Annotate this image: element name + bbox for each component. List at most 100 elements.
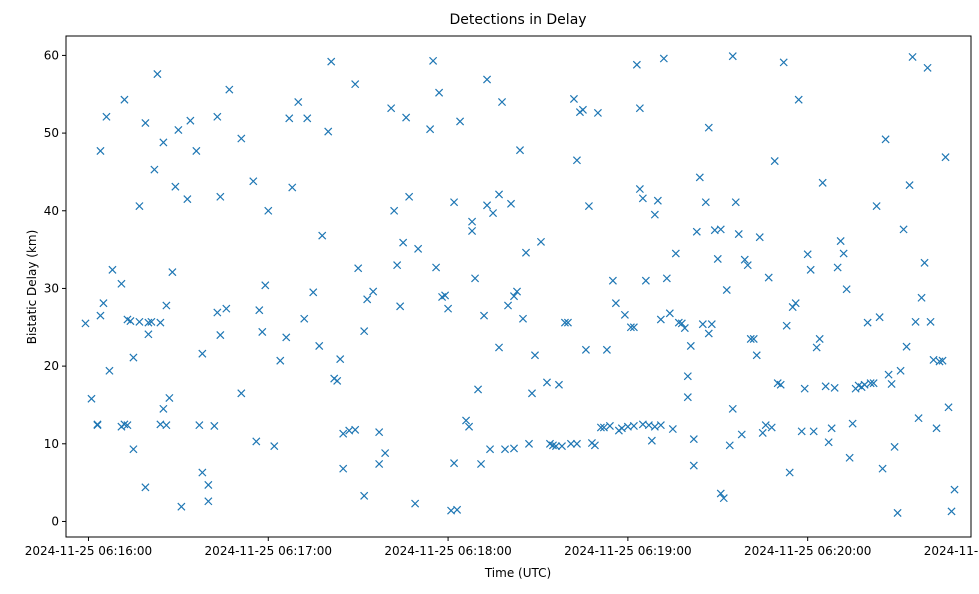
data-point (360, 491, 369, 500)
data-point (288, 183, 297, 192)
data-point (270, 442, 279, 451)
data-point (144, 318, 153, 327)
data-point (276, 356, 285, 365)
data-point (509, 292, 519, 301)
data-point (839, 249, 848, 258)
data-point (216, 331, 225, 340)
data-point (183, 195, 192, 204)
data-point (375, 428, 384, 437)
data-point (429, 56, 438, 65)
data-point (300, 314, 309, 323)
data-point (339, 464, 348, 473)
y-tick-label: 40 (44, 204, 59, 218)
data-point (159, 404, 168, 413)
data-point (327, 57, 336, 66)
data-point (108, 265, 117, 274)
data-point (560, 318, 569, 327)
data-point (141, 118, 150, 128)
data-point (512, 287, 522, 296)
data-point (716, 489, 725, 498)
data-point (593, 108, 602, 117)
data-point (647, 436, 656, 445)
y-axis: 0 10 20 30 40 50 60 (44, 48, 66, 528)
data-point (650, 210, 659, 219)
data-point (821, 382, 830, 391)
data-point (599, 423, 608, 432)
data-point (483, 201, 492, 210)
data-point (830, 383, 839, 392)
data-point (465, 422, 474, 431)
data-point (557, 442, 566, 451)
data-point (390, 206, 399, 215)
data-point (938, 356, 947, 365)
data-point (141, 483, 150, 492)
data-point (755, 233, 764, 242)
data-point (210, 421, 219, 430)
data-point (926, 317, 935, 326)
data-point (369, 287, 378, 296)
data-point (252, 437, 261, 446)
data-point (497, 97, 507, 107)
data-point (872, 202, 881, 211)
data-point (869, 379, 878, 388)
data-point (728, 52, 737, 61)
data-point (896, 366, 905, 375)
data-point (818, 178, 827, 187)
y-tick-label: 0 (51, 514, 59, 528)
data-point (842, 285, 851, 294)
data-point (174, 125, 183, 135)
data-point (581, 345, 590, 354)
data-point (611, 299, 620, 308)
data-point (444, 304, 453, 313)
data-point (668, 425, 677, 434)
data-point (527, 389, 537, 398)
data-point (536, 237, 545, 246)
data-point (740, 255, 749, 264)
data-point (494, 190, 504, 199)
data-point (800, 384, 809, 393)
data-point (494, 343, 504, 352)
data-point (177, 502, 186, 511)
data-point (791, 299, 800, 308)
data-point (255, 306, 264, 315)
data-point (866, 379, 875, 388)
data-point (506, 199, 516, 208)
data-point (578, 105, 587, 114)
data-point (893, 508, 902, 517)
data-point (566, 439, 575, 448)
data-point (713, 254, 722, 263)
data-point (126, 317, 135, 326)
data-point (770, 157, 779, 166)
data-point (402, 113, 411, 122)
data-point (360, 327, 369, 336)
data-point (294, 97, 303, 107)
data-point (450, 198, 459, 207)
data-point (899, 225, 908, 234)
x-axis: 2024-11-25 06:16:00 2024-11-25 06:17:00 20… (25, 537, 979, 558)
data-point (779, 58, 788, 67)
y-tick-label: 60 (44, 48, 59, 62)
data-point (602, 345, 611, 354)
data-point (363, 295, 372, 304)
data-point (468, 217, 477, 226)
data-point (665, 309, 674, 318)
data-point (923, 63, 932, 72)
data-point (650, 422, 659, 431)
data-point (764, 273, 773, 282)
data-point (237, 389, 246, 398)
data-point (605, 421, 614, 430)
data-point (303, 114, 312, 123)
data-point (950, 485, 959, 494)
data-point (707, 320, 716, 329)
data-point (683, 393, 692, 402)
data-point (812, 343, 821, 352)
data-point (908, 52, 917, 61)
data-point (686, 341, 695, 350)
data-point (156, 318, 165, 327)
data-point (911, 317, 920, 326)
data-point (632, 60, 641, 69)
data-point (905, 181, 914, 190)
data-point (474, 385, 483, 394)
data-point (722, 285, 731, 295)
